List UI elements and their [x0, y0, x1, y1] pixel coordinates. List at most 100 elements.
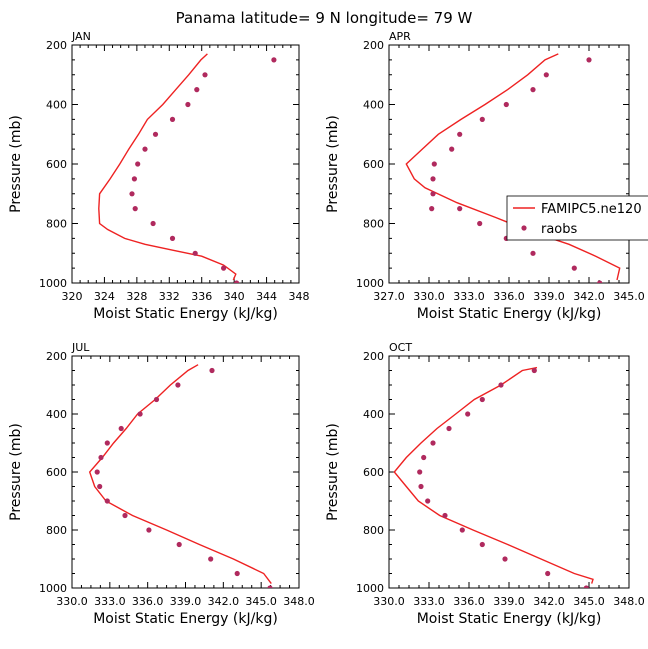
series-obs-point — [267, 585, 273, 588]
y-tick-label: 1000 — [356, 582, 384, 595]
plot-area — [393, 366, 594, 588]
x-tick-label: 345.0 — [573, 595, 605, 608]
x-tick-label: 333.0 — [413, 595, 445, 608]
panel-oct: OCT 330.0 333.0 336.0 339.0 342.0 345.0 348.0 20… — [325, 341, 645, 627]
series-obs-point — [429, 206, 435, 212]
x-tick-label: 336.0 — [453, 595, 485, 608]
y-axis-title: Pressure (mb) — [325, 423, 341, 521]
y-tick-label: 400 — [363, 408, 384, 421]
x-tick-label: 342.0 — [533, 595, 565, 608]
plot-frame — [388, 355, 630, 589]
x-tick-label: 345.0 — [245, 595, 277, 608]
x-tick-label: 348 — [289, 290, 310, 303]
panel-jan: JAN 320 324 328 332 336 340 344 348 200 400 600 800 1… — [8, 30, 310, 322]
series-obs-point — [132, 206, 138, 212]
series-obs-point — [98, 454, 104, 461]
series-obs-point — [131, 176, 137, 182]
y-tick-label: 400 — [46, 408, 67, 421]
series-obs-point — [118, 425, 124, 432]
series-obs-point — [465, 411, 471, 417]
y-tick-label: 600 — [363, 466, 384, 479]
series-obs-point — [418, 483, 424, 490]
x-tick-label: 340 — [224, 290, 245, 303]
y-tick-label: 400 — [46, 99, 67, 112]
series-obs-point — [94, 469, 100, 475]
x-tick-label: 330.0 — [56, 595, 88, 608]
series-obs-point — [459, 527, 465, 533]
series-obs-point — [597, 280, 603, 283]
y-axis-title: Pressure (mb) — [325, 115, 341, 213]
x-tick-label: 320 — [62, 290, 83, 303]
series-obs-point — [122, 512, 128, 519]
series-obs-point — [150, 220, 156, 227]
plot-area — [98, 53, 277, 283]
series-obs-point — [498, 382, 504, 388]
x-tick-label: 342.0 — [573, 290, 605, 303]
series-obs-point — [221, 265, 227, 271]
series-obs-point — [442, 512, 448, 519]
series-obs-point — [192, 250, 198, 256]
panel-title: OCT — [389, 341, 412, 354]
x-tick-label: 336 — [191, 290, 212, 303]
x-tick-label: 324 — [94, 290, 115, 303]
series-obs-point — [583, 585, 589, 588]
series-obs-point — [104, 440, 110, 446]
y-tick-label: 600 — [363, 158, 384, 171]
y-tick-label: 800 — [363, 524, 384, 537]
x-tick-label: 344 — [256, 290, 277, 303]
series-obs-point — [545, 570, 551, 577]
legend-obs-marker — [521, 225, 527, 231]
panel-title: APR — [389, 30, 411, 43]
series-model-line — [98, 53, 237, 281]
x-tick-label: 333.0 — [94, 595, 126, 608]
x-tick-label: 330.0 — [373, 595, 405, 608]
series-obs-point — [421, 454, 427, 461]
y-tick-label: 800 — [363, 218, 384, 231]
series-obs-point — [194, 87, 200, 93]
series-obs-point — [531, 367, 537, 374]
series-obs-point — [135, 161, 141, 167]
y-tick-label: 1000 — [356, 277, 384, 290]
plot-frame — [388, 44, 630, 284]
x-tick-label: 348.0 — [283, 595, 315, 608]
plot-frame — [71, 355, 300, 589]
figure-title: Panama latitude= 9 N longitude= 79 W — [176, 9, 473, 27]
series-obs-point — [176, 541, 182, 548]
series-obs-point — [169, 235, 176, 241]
x-tick-label: 339.0 — [170, 595, 202, 608]
x-tick-label: 348.0 — [613, 595, 645, 608]
series-obs-point — [543, 72, 549, 78]
series-obs-point — [208, 556, 214, 562]
x-tick-label: 345.0 — [613, 290, 645, 303]
series-model-line — [88, 364, 272, 585]
plot-area — [405, 53, 621, 283]
x-tick-label: 328 — [126, 290, 147, 303]
y-tick-label: 600 — [46, 466, 67, 479]
panels: JAN 320 324 328 332 336 340 344 348 200 400 600 800 1… — [8, 30, 645, 627]
x-tick-label: 342.0 — [208, 595, 240, 608]
plot-area — [88, 364, 273, 588]
x-axis-title: Moist Static Energy (kJ/kg) — [417, 306, 602, 322]
x-tick-label: 327.0 — [373, 290, 405, 303]
series-obs-point — [430, 176, 436, 182]
series-obs-point — [431, 161, 437, 167]
series-obs-point — [153, 396, 160, 403]
series-obs-point — [530, 250, 536, 256]
series-obs-point — [479, 541, 485, 548]
y-tick-label: 200 — [46, 350, 67, 363]
series-obs-point — [477, 220, 483, 227]
series-obs-point — [457, 206, 463, 212]
series-obs-point — [479, 116, 485, 122]
legend-model-label: FAMIPC5.ne120 — [541, 202, 642, 217]
y-tick-label: 800 — [46, 524, 67, 537]
y-axis-title: Pressure (mb) — [8, 115, 24, 213]
y-tick-label: 200 — [363, 39, 384, 52]
series-obs-point — [530, 87, 536, 93]
series-obs-point — [234, 570, 240, 577]
x-tick-label: 330.0 — [413, 290, 445, 303]
plot-frame — [71, 44, 300, 284]
x-tick-label: 339.0 — [493, 595, 525, 608]
series-obs-point — [425, 498, 431, 504]
series-obs-point — [175, 382, 181, 388]
